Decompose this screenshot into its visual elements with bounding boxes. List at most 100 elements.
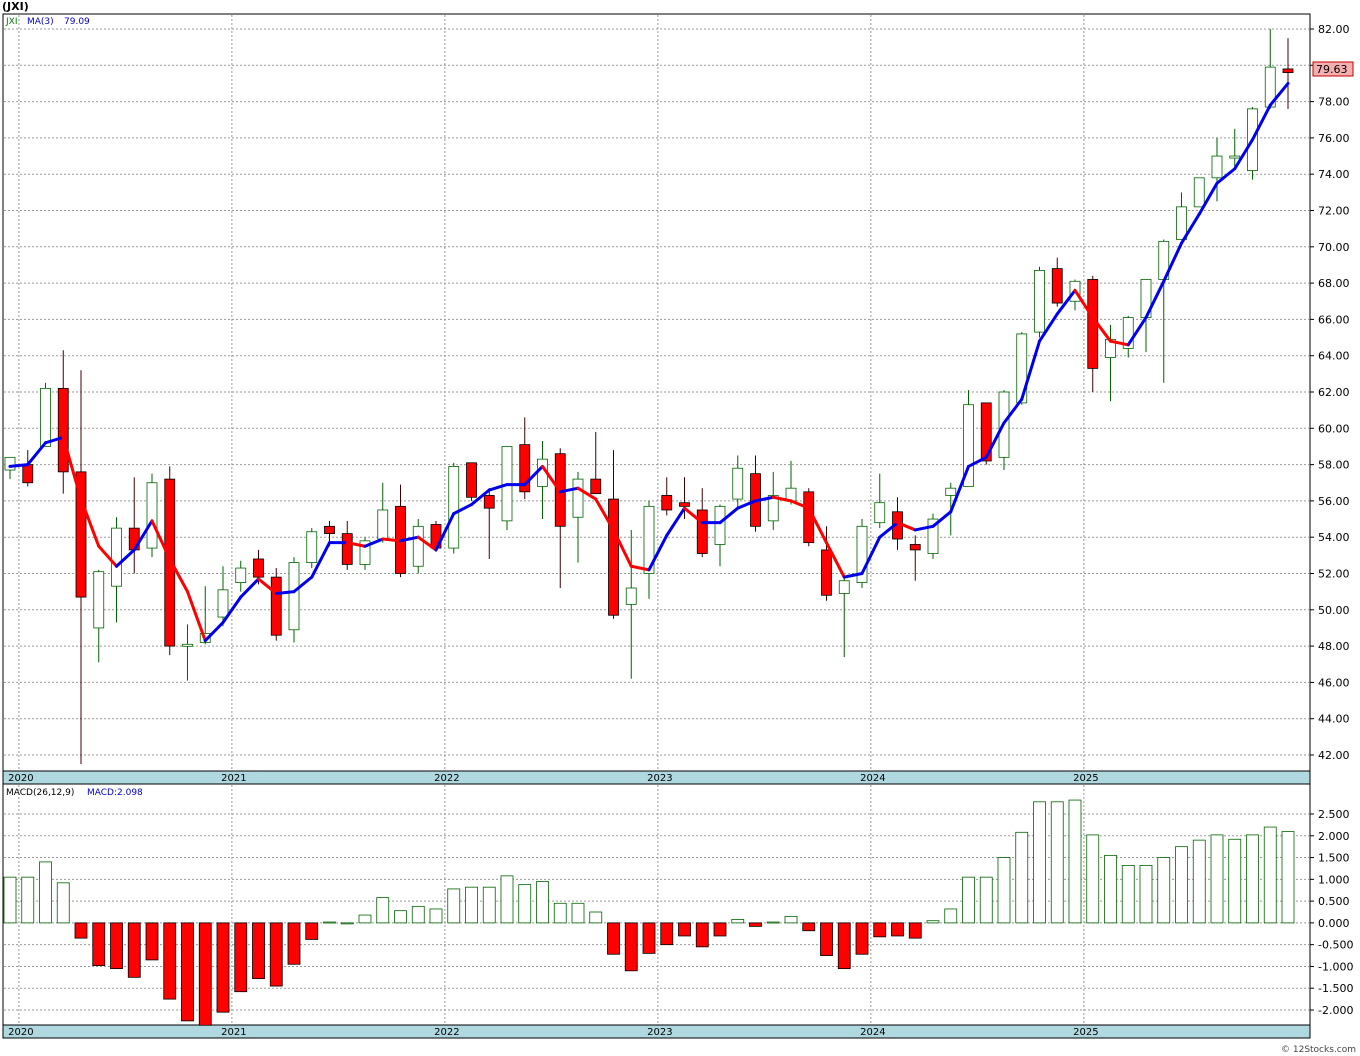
ma3-segment (310, 541, 331, 579)
ma3-segment (683, 506, 704, 525)
price-tick-label: 46.00 (1318, 676, 1350, 689)
macd-tick-label: 2.500 (1318, 808, 1350, 821)
ma3-segment (1091, 316, 1112, 343)
ma3-segment (1233, 138, 1254, 171)
macd-bar (323, 921, 336, 924)
macd-bar (1015, 831, 1029, 924)
price-tick-label: 64.00 (1318, 350, 1350, 363)
macd-bar (766, 921, 780, 924)
ma3-segment (789, 499, 811, 510)
price-tick-label: 42.00 (1318, 749, 1350, 762)
ma3-segment (1251, 103, 1272, 142)
candle-body (448, 466, 460, 549)
ma3-segment (878, 521, 899, 539)
macd-bar (1068, 799, 1082, 924)
macd-bar (181, 922, 194, 1022)
last-price-label: 79.63 (1316, 63, 1348, 76)
ma3-segment (434, 512, 456, 552)
macd-bar (234, 922, 248, 993)
price-tick-label: 66.00 (1318, 313, 1350, 326)
macd-bar (305, 922, 319, 940)
macd-bar (1192, 839, 1206, 924)
candle-body (164, 478, 176, 647)
ma3-segment (97, 544, 118, 568)
year-label: 2021 (221, 773, 246, 784)
ma3-segment (1109, 339, 1130, 347)
macd-tick-label: 1.500 (1318, 852, 1350, 865)
watermark: © 12Stocks.com (1281, 1045, 1356, 1055)
year-label: 2025 (1073, 1027, 1098, 1038)
candle-body (572, 478, 584, 518)
ma3-segment (132, 519, 154, 552)
ma3-segment (470, 488, 491, 507)
price-tick-label: 78.00 (1318, 96, 1350, 109)
macd-legend-label: MACD(26,12,9) (6, 788, 74, 798)
price-legend-symbol: JXI (5, 17, 17, 27)
candle-body (1016, 333, 1028, 404)
macd-bar (518, 884, 532, 924)
macd-tick-label: -1.000 (1318, 960, 1353, 973)
year-label: 2023 (647, 773, 672, 784)
ma3-segment (1126, 316, 1148, 347)
macd-tick-label: 1.000 (1318, 873, 1350, 886)
ma3-segment (913, 524, 935, 532)
ma3-segment (612, 528, 633, 568)
macd-bar (536, 881, 549, 924)
ma3-segment (754, 495, 775, 503)
candle-body (625, 587, 637, 605)
ma3-segment (949, 464, 970, 514)
macd-bar (39, 861, 52, 924)
candle-body (359, 540, 371, 565)
ma3-segment (274, 590, 296, 595)
ma3-segment (1162, 241, 1183, 283)
candle-body (519, 444, 531, 493)
macd-bar (962, 876, 975, 924)
price-tick-label: 60.00 (1318, 422, 1350, 435)
year-label: 2022 (434, 773, 459, 784)
price-tick-label: 52.00 (1318, 568, 1350, 581)
candle-body (767, 495, 779, 522)
ma3-segment (736, 499, 757, 510)
ma3-segment (150, 519, 172, 561)
macd-bar (56, 882, 70, 924)
macd-y-axis: 2.500 2.000 1.500 1.000 0.500 0.000 -0.500 -1.0… (1310, 808, 1353, 1017)
macd-bar (944, 908, 958, 924)
macd-bar (252, 922, 265, 980)
ma3-segment (239, 577, 260, 599)
macd-bar (1175, 846, 1188, 924)
macd-bar (553, 902, 567, 924)
price-tick-label: 58.00 (1318, 459, 1350, 472)
macd-bar (411, 905, 425, 924)
macd-bar (1121, 864, 1135, 924)
year-label: 2022 (434, 1027, 459, 1038)
ma3-segment (594, 497, 615, 532)
macd-legend-value: MACD:2.098 (87, 788, 143, 798)
macd-tick-label: -2.000 (1318, 1004, 1353, 1017)
ma3-segment (8, 463, 30, 468)
candle-body (608, 498, 619, 616)
macd-bar (1086, 834, 1100, 924)
price-legend-ma-value: 79.09 (64, 17, 90, 27)
candle-body (75, 471, 87, 598)
price-y-axis: 82.0080.0078.0076.0074.0072.0070.0068.00… (1310, 23, 1350, 762)
macd-bar (1050, 801, 1064, 924)
candle-body (324, 525, 335, 534)
chart-title: (JXI) (2, 0, 29, 13)
ma3-segment (1197, 181, 1219, 216)
candle-body (253, 558, 264, 578)
candle-body (963, 404, 974, 487)
macd-bar (1246, 834, 1259, 924)
last-price-flag (1312, 61, 1354, 77)
price-tick-label: 44.00 (1318, 713, 1350, 726)
macd-bar (784, 915, 798, 924)
macd-bar (74, 922, 88, 939)
candle-body (1193, 177, 1205, 208)
macd-bar (891, 922, 904, 937)
year-label: 2025 (1073, 773, 1098, 784)
macd-bar (1139, 864, 1153, 924)
ma3-segment (26, 441, 47, 467)
macd-bar (429, 908, 443, 924)
ma3-segment (967, 455, 988, 468)
year-label: 2023 (647, 1027, 672, 1038)
